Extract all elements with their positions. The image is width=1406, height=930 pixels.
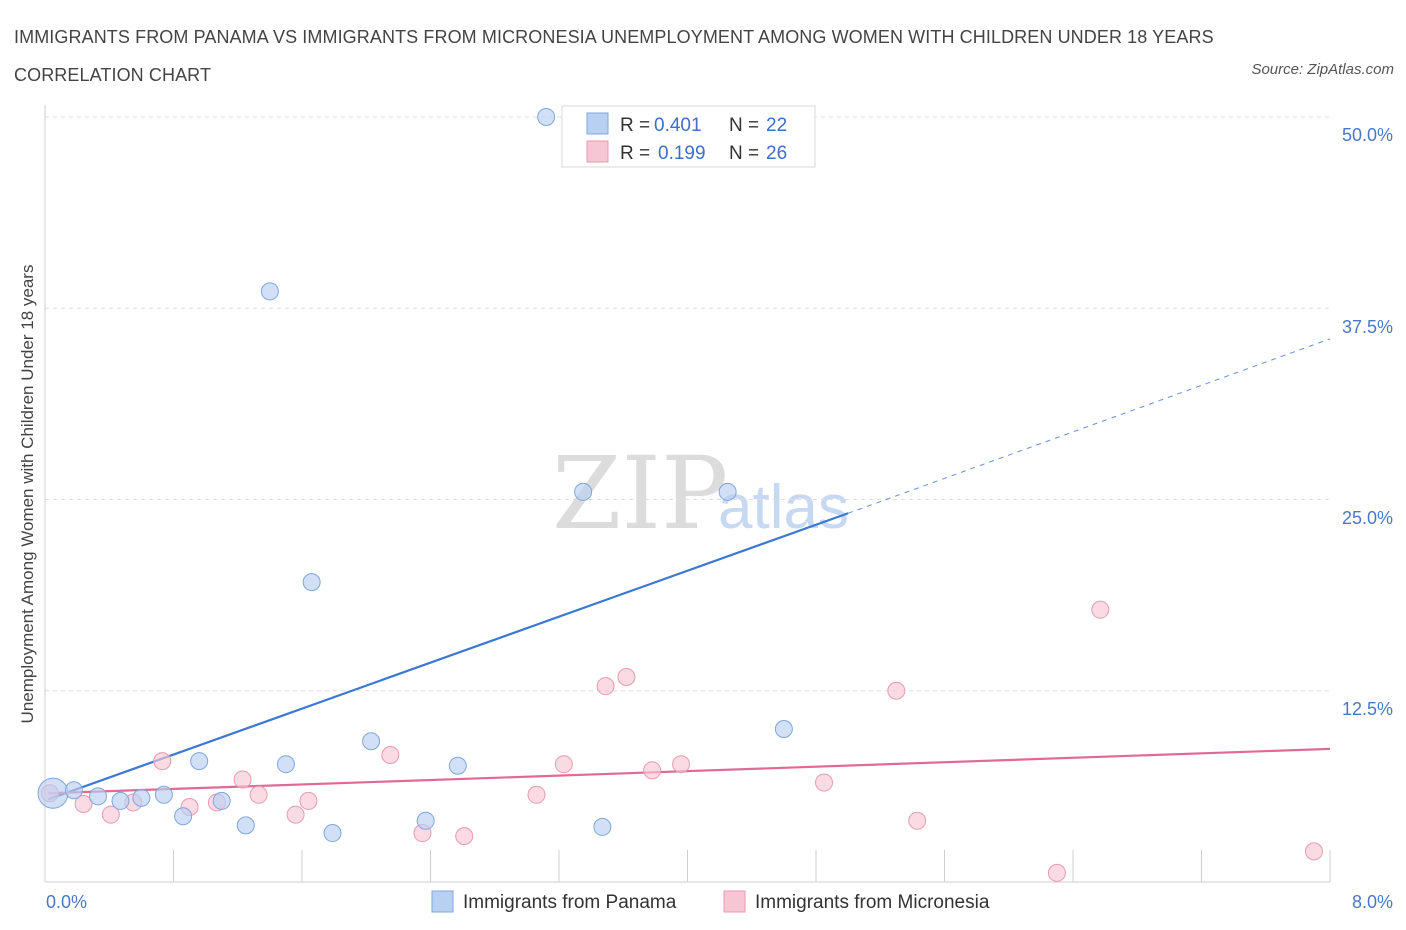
micronesia-point-18 xyxy=(643,761,662,780)
stats-swatch-panama xyxy=(586,112,609,135)
panama-point-16 xyxy=(448,756,467,775)
micronesia-point-22 xyxy=(908,811,927,830)
micronesia-point-15 xyxy=(554,755,573,774)
y-tick-label-50: 50.0% xyxy=(1342,125,1393,145)
stats-box: R = 0.401 N = 22 R = 0.199 N = 26 xyxy=(561,105,816,168)
y-axis-label: Unemployment Among Women with Children U… xyxy=(18,265,37,724)
micronesia-point-7 xyxy=(233,770,252,789)
panama-point-17 xyxy=(537,108,556,126)
y-tick-label-25: 25.0% xyxy=(1342,508,1393,528)
stats-n-label-micronesia: N = xyxy=(729,143,759,164)
panama-point-12 xyxy=(302,573,321,592)
panama-point-14 xyxy=(362,732,381,751)
micronesia-point-23 xyxy=(1047,863,1066,882)
panama-point-18 xyxy=(574,482,593,501)
trend-line-panama xyxy=(47,512,849,801)
trend-line-panama-extension xyxy=(847,338,1331,514)
panama-point-15 xyxy=(416,811,435,830)
panama-point-1 xyxy=(64,781,83,800)
micronesia-point-9 xyxy=(286,805,305,824)
stats-r-label-panama: R = xyxy=(620,115,650,136)
trend-line-micronesia xyxy=(48,747,1331,795)
series-micronesia-points xyxy=(40,600,1323,882)
panama-point-20 xyxy=(718,482,737,501)
micronesia-point-11 xyxy=(381,746,400,765)
micronesia-point-25 xyxy=(1304,842,1323,861)
stats-n-value-micronesia: 26 xyxy=(766,143,787,164)
panama-point-10 xyxy=(260,282,279,301)
legend-swatch-micronesia xyxy=(723,890,746,913)
panama-point-0 xyxy=(37,777,69,809)
x-axis-ticks xyxy=(173,850,1331,882)
panama-point-6 xyxy=(174,807,193,826)
micronesia-point-20 xyxy=(815,773,834,792)
stats-r-label-micronesia: R = xyxy=(620,143,650,164)
panama-point-3 xyxy=(111,791,130,810)
watermark: ZIP atlas xyxy=(552,435,849,552)
micronesia-point-21 xyxy=(887,681,906,700)
x-tick-label-min: 0.0% xyxy=(46,892,87,912)
stats-r-value-micronesia: 0.199 xyxy=(658,143,706,164)
x-tick-label-max: 8.0% xyxy=(1352,892,1393,912)
micronesia-point-4 xyxy=(153,752,172,771)
panama-point-8 xyxy=(212,791,231,810)
stats-r-value-panama: 0.401 xyxy=(654,115,702,136)
micronesia-point-8 xyxy=(249,785,268,804)
legend: Immigrants from Panama Immigrants from M… xyxy=(431,890,990,913)
panama-point-19 xyxy=(593,817,612,836)
panama-point-13 xyxy=(323,824,342,843)
panama-point-4 xyxy=(132,788,151,807)
micronesia-point-2 xyxy=(101,805,120,824)
micronesia-point-16 xyxy=(596,677,615,696)
stats-swatch-micronesia xyxy=(586,140,609,163)
panama-point-7 xyxy=(190,752,209,771)
trend-lines xyxy=(47,338,1331,801)
stats-n-value-panama: 22 xyxy=(766,115,787,136)
y-tick-label-37.5: 37.5% xyxy=(1342,317,1393,337)
panama-point-5 xyxy=(154,785,173,804)
stats-n-label-panama: N = xyxy=(729,115,759,136)
legend-swatch-panama xyxy=(431,890,454,913)
watermark-atlas: atlas xyxy=(718,473,849,542)
micronesia-point-10 xyxy=(299,791,318,810)
legend-label-micronesia: Immigrants from Micronesia xyxy=(755,892,990,913)
micronesia-point-14 xyxy=(527,785,546,804)
grid-lines xyxy=(45,116,1330,692)
y-tick-label-12.5: 12.5% xyxy=(1342,699,1393,719)
micronesia-point-13 xyxy=(455,827,474,846)
micronesia-point-24 xyxy=(1091,600,1110,619)
legend-label-panama: Immigrants from Panama xyxy=(463,892,677,913)
micronesia-point-19 xyxy=(672,755,691,774)
source-label: Source: ZipAtlas.com xyxy=(1251,61,1394,78)
panama-point-11 xyxy=(276,755,295,774)
panama-point-21 xyxy=(774,720,793,738)
panama-point-2 xyxy=(89,787,108,806)
chart-title: IMMIGRANTS FROM PANAMA VS IMMIGRANTS FRO… xyxy=(14,27,1214,85)
panama-point-9 xyxy=(236,816,255,835)
micronesia-point-1 xyxy=(74,794,93,813)
series-panama-points xyxy=(37,108,793,843)
micronesia-point-17 xyxy=(617,667,636,686)
